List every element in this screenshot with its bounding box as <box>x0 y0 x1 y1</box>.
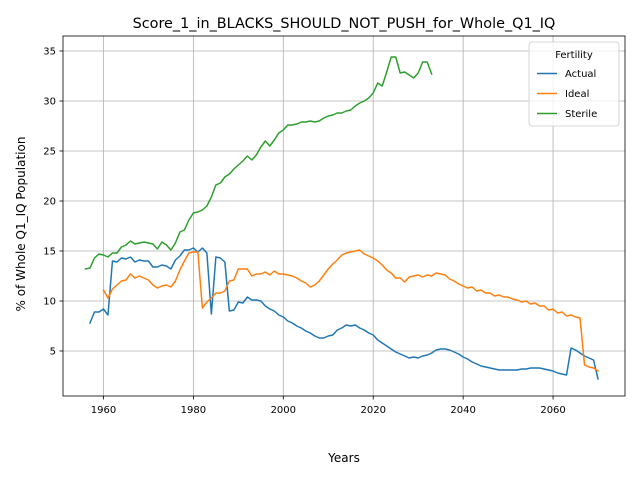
y-ticks: 5 10 15 20 25 30 35 <box>43 47 63 358</box>
x-axis-label: Years <box>327 451 360 465</box>
x-tick-label: 1960 <box>91 405 116 416</box>
x-tick-label: 1980 <box>181 405 206 416</box>
series-line-ideal <box>102 249 600 373</box>
grid <box>63 36 625 396</box>
legend-label-ideal: Ideal <box>565 89 589 100</box>
x-ticks: 1960 1980 2000 2020 2040 2060 <box>91 396 566 416</box>
x-tick-label: 2060 <box>540 405 565 416</box>
y-tick-label: 25 <box>43 147 56 158</box>
series-line-sterile <box>84 56 433 270</box>
legend-box <box>528 41 620 127</box>
legend-label-sterile: Sterile <box>565 109 597 120</box>
axes-frame <box>62 35 626 397</box>
x-tick-label: 2000 <box>271 405 296 416</box>
y-tick-label: 15 <box>43 247 56 258</box>
legend-label-actual: Actual <box>565 69 596 80</box>
legend: Fertility Actual Ideal Sterile <box>528 41 620 127</box>
legend-title: Fertility <box>555 50 593 61</box>
y-tick-label: 20 <box>43 197 56 208</box>
x-tick-label: 2040 <box>450 405 475 416</box>
plot-lines <box>84 56 600 380</box>
x-tick-label: 2020 <box>360 405 385 416</box>
chart-title: Score_1_in_BLACKS_SHOULD_NOT_PUSH_for_Wh… <box>133 16 556 32</box>
series-line-actual <box>89 247 599 380</box>
y-tick-label: 10 <box>43 297 56 308</box>
y-tick-label: 30 <box>43 97 56 108</box>
y-tick-label: 5 <box>50 347 56 358</box>
y-axis-label: % of Whole Q1_IQ Population <box>14 137 28 312</box>
y-tick-label: 35 <box>43 47 56 58</box>
